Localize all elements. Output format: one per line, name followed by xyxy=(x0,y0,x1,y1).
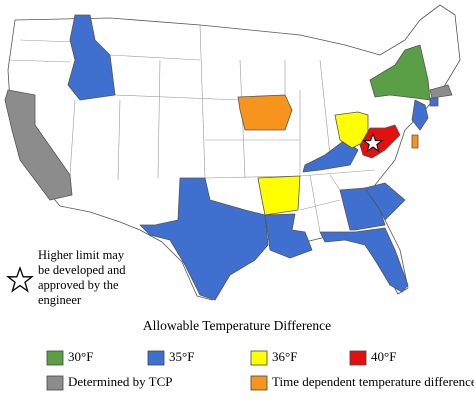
legend-label: 40°F xyxy=(371,349,396,364)
legend-label: 30°F xyxy=(68,349,93,364)
legend-swatch xyxy=(349,350,367,366)
legend-label: Determined by TCP xyxy=(68,374,172,389)
state-36 xyxy=(257,175,301,216)
annotation-star xyxy=(6,266,34,293)
annotation-line: be developed and xyxy=(38,263,126,277)
state-35 xyxy=(411,99,429,131)
state-35 xyxy=(67,14,116,101)
us-map xyxy=(4,4,461,301)
legend: 30°F 35°F 36°F 40°F Determined by TCP Time de… xyxy=(46,349,474,391)
state-tcp xyxy=(4,89,73,201)
annotation-line: Higher limit may xyxy=(38,248,125,262)
legend-label: Time dependent temperature difference xyxy=(272,374,474,389)
annotation-line: engineer xyxy=(38,293,82,307)
state-35 xyxy=(264,213,313,259)
state-35 xyxy=(139,177,269,301)
annotation-line: approved by the xyxy=(38,278,119,292)
state-35 xyxy=(319,227,409,293)
state-tcp xyxy=(429,84,453,99)
legend-swatch xyxy=(46,375,64,391)
state-borders xyxy=(7,24,376,233)
state-35 xyxy=(364,182,406,221)
state-35 xyxy=(429,97,439,107)
legend-swatch xyxy=(147,350,165,366)
state-time-dependent xyxy=(237,94,293,131)
legend-swatch xyxy=(250,375,268,391)
state-35 xyxy=(302,139,359,173)
state-time-dependent xyxy=(411,134,419,149)
legend-label: 36°F xyxy=(272,349,297,364)
legend-title: Allowable Temperature Difference xyxy=(143,318,331,333)
star-marker xyxy=(362,132,384,153)
legend-label: 35°F xyxy=(169,349,194,364)
state-30 xyxy=(369,44,431,101)
legend-swatch xyxy=(250,350,268,366)
legend-swatch xyxy=(46,350,64,366)
